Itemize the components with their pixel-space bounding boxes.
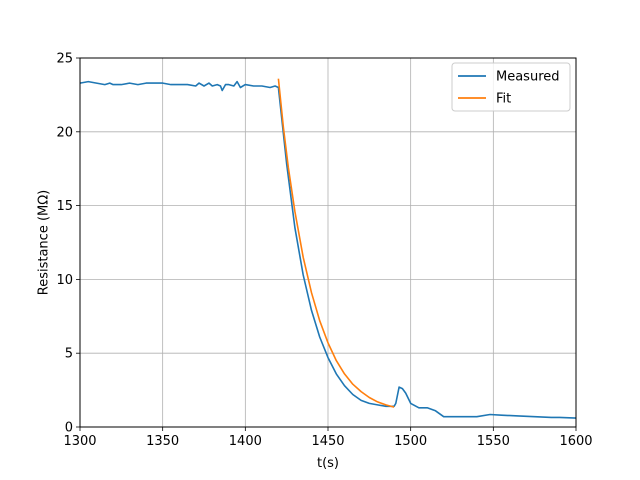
axis-ticks: 1300 1350 1400 1450 1500 1550 1600 0 5 10 15 20 25 xyxy=(56,52,592,450)
legend-entry-label: Fit xyxy=(496,92,511,107)
y-tick-label: 0 xyxy=(65,421,73,436)
x-tick-label: 1400 xyxy=(229,434,262,449)
y-tick-label: 20 xyxy=(56,125,73,140)
x-tick-label: 1600 xyxy=(559,434,592,449)
y-tick-label: 25 xyxy=(56,52,73,67)
x-tick-label: 1450 xyxy=(311,434,344,449)
grid xyxy=(79,57,577,428)
legend-box xyxy=(451,62,571,112)
y-tick-label: 15 xyxy=(56,199,73,214)
x-tick-label: 1300 xyxy=(63,434,96,449)
y-tick-label: 10 xyxy=(56,273,73,288)
series-lines xyxy=(79,78,577,419)
legend-entry-label: Measured xyxy=(496,70,560,85)
series-line-fit xyxy=(277,78,395,408)
x-tick-label: 1500 xyxy=(394,434,427,449)
x-tick-label: 1350 xyxy=(146,434,179,449)
x-tick-label: 1550 xyxy=(477,434,510,449)
legend: Measured Fit xyxy=(451,62,571,112)
series-line-measured xyxy=(79,80,577,419)
x-axis-label: t(s) xyxy=(317,456,339,471)
y-tick-label: 5 xyxy=(65,347,73,362)
y-axis-label: Resistance (MΩ) xyxy=(37,190,52,295)
